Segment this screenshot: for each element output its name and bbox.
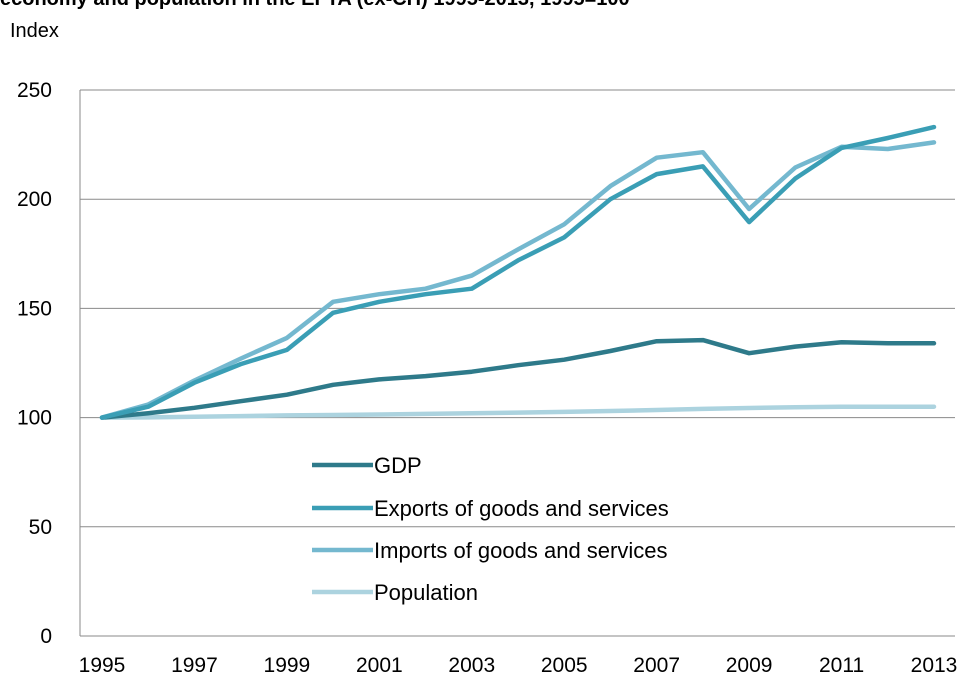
legend-label: GDP	[374, 453, 422, 478]
legend-label: Exports of goods and services	[374, 496, 669, 521]
x-tick-label: 2009	[726, 654, 773, 677]
x-tick-label: 1999	[264, 654, 311, 677]
x-tick-label: 2011	[819, 654, 864, 677]
x-tick-label: 2003	[448, 654, 495, 677]
x-tick-label: 2007	[633, 654, 680, 677]
legend-label: Population	[374, 580, 478, 605]
y-tick-label: 0	[40, 625, 52, 648]
y-tick-label: 50	[29, 516, 52, 539]
x-tick-label: 1995	[79, 654, 126, 677]
y-tick-label: 100	[17, 407, 52, 430]
chart-title: economy and population in the EFTA (ex-C…	[0, 0, 630, 11]
series-lines	[99, 124, 937, 420]
x-tick-label: 2005	[541, 654, 588, 677]
x-tick-label: 2001	[356, 654, 403, 677]
y-tick-label: 250	[17, 79, 52, 102]
y-axis-unit-label: Index	[10, 20, 59, 42]
legend: GDP Exports of goods and services Imports …	[312, 453, 669, 605]
series-line-imports-of-goods-and-services	[99, 140, 937, 420]
series-line-population	[99, 404, 937, 420]
x-axis-ticks: 1995 1997 1999 2001 2003 2005 2007 2009 2011 2013	[79, 654, 958, 677]
legend-label: Imports of goods and services	[374, 538, 667, 563]
series-line-gdp	[99, 337, 937, 420]
y-axis-ticks: 0 50 100 150 200 250	[17, 79, 52, 648]
series-line-exports-of-goods-and-services	[99, 124, 937, 420]
y-tick-label: 150	[17, 297, 52, 320]
x-tick-label: 2013	[911, 654, 958, 677]
y-tick-label: 200	[17, 188, 52, 211]
x-tick-label: 1997	[171, 654, 218, 677]
